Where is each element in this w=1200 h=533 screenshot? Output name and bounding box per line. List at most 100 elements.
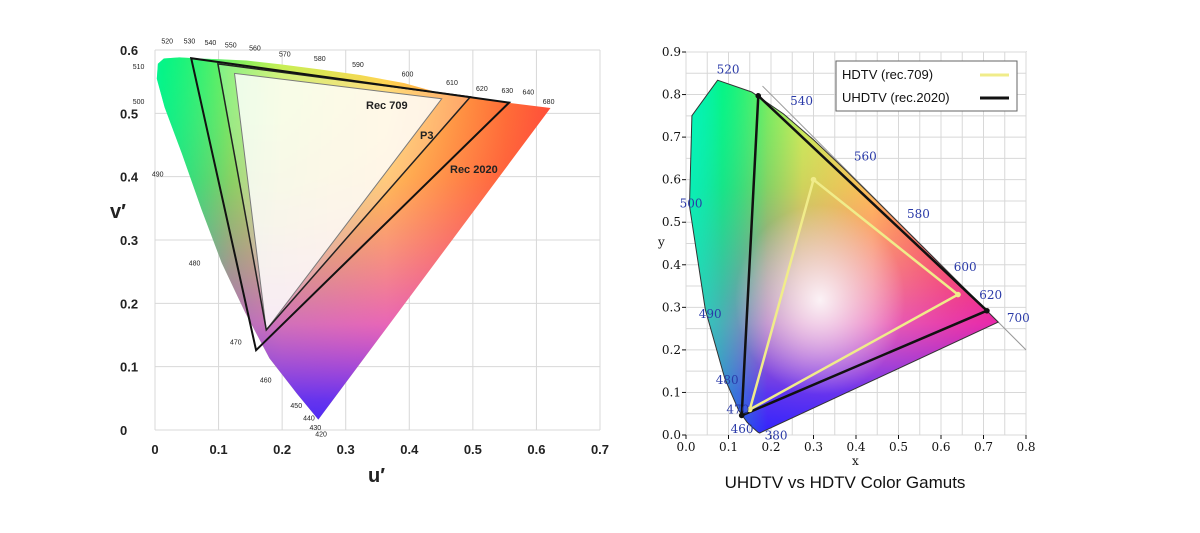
left-y-tick-label-1: 0.1	[120, 360, 138, 375]
right-x-axis-label: x	[852, 454, 859, 468]
right-wavelength-label-490: 490	[699, 307, 722, 321]
right-chart: 0.0 0.1 0.2 0.3 0.4 0.5 0.6 0.7 0.8 0.0 0.1 0.2 0.3 0…	[657, 45, 1036, 492]
left-y-tick-label-0: 0	[120, 423, 127, 438]
right-y-tick-label-2: 0.2	[662, 343, 681, 357]
left-y-tick-label-3: 0.3	[120, 233, 138, 248]
left-wavelength-label-420: 420	[315, 431, 327, 438]
right-rec709-vertex-2	[746, 406, 753, 413]
left-y-tick-label-4: 0.4	[120, 170, 139, 185]
right-y-tick-label-5: 0.5	[662, 215, 681, 229]
left-wavelength-label-480: 480	[189, 260, 201, 267]
legend-box	[835, 60, 1018, 112]
left-wavelength-label-680: 680	[543, 99, 555, 106]
right-y-tick-label-7: 0.7	[662, 130, 681, 144]
right-y-tick-label-6: 0.6	[662, 173, 681, 187]
right-x-tick-label-2: 0.2	[761, 440, 780, 454]
right-chart-title: UHDTV vs HDTV Color Gamuts	[725, 473, 966, 492]
left-wavelength-label-560: 560	[249, 46, 261, 53]
right-rec2020-vertex-2	[738, 412, 745, 419]
right-wavelength-label-520: 520	[717, 62, 740, 76]
right-wavelength-label-480: 480	[716, 373, 739, 387]
left-y-tick-label-6: 0.6	[120, 43, 138, 58]
right-x-tick-label-7: 0.7	[974, 440, 993, 454]
left-x-tick-label-2: 0.2	[273, 442, 291, 457]
right-y-tick-label-0: 0.0	[662, 428, 681, 442]
right-wavelength-label-600: 600	[954, 260, 977, 274]
left-gamut-rec-709	[233, 72, 443, 332]
right-y-tick-label-8: 0.8	[662, 88, 681, 102]
right-x-tick-label-4: 0.4	[846, 440, 865, 454]
right-legend: HDTV (rec.709) UHDTV (rec.2020)	[835, 60, 1018, 112]
left-wavelength-label-460: 460	[260, 378, 272, 385]
right-wavelength-label-470: 470	[726, 403, 749, 417]
left-wavelength-label-470: 470	[230, 340, 242, 347]
left-x-tick-label-0: 0	[151, 442, 158, 457]
left-x-tick-label-5: 0.5	[464, 442, 482, 457]
left-wavelength-label-610: 610	[446, 80, 458, 87]
left-x-tick-label-6: 0.6	[527, 442, 545, 457]
left-wavelength-label-490: 490	[152, 172, 164, 179]
right-y-tick-label-4: 0.4	[662, 258, 681, 272]
right-wavelength-label-460: 460	[731, 422, 754, 436]
left-series-label-rec709: Rec 709	[366, 100, 408, 112]
left-wavelength-label-620: 620	[476, 86, 488, 93]
right-gamut-hdtv-rec709	[747, 177, 961, 413]
left-x-tick-label-7: 0.7	[591, 442, 609, 457]
left-wavelength-label-570: 570	[279, 51, 291, 58]
left-wavelength-label-590: 590	[352, 62, 364, 69]
right-x-tick-label-3: 0.3	[804, 440, 823, 454]
left-series-label-rec2020: Rec 2020	[450, 164, 498, 176]
right-wavelength-label-500: 500	[680, 196, 703, 210]
right-x-tick-label-0: 0.0	[676, 440, 695, 454]
left-y-axis-label: v′	[110, 201, 126, 223]
right-gamut-uhdtv-rec2020	[740, 93, 990, 418]
left-series-label-p3: P3	[420, 130, 433, 142]
left-wavelength-label-430: 430	[309, 425, 321, 432]
right-gamut-triangles	[688, 79, 1000, 434]
right-x-tick-label-5: 0.5	[889, 440, 908, 454]
right-y-tick-label-1: 0.1	[662, 385, 681, 399]
right-rec709-vertex-0	[955, 291, 961, 298]
right-tick-labels: 0.0 0.1 0.2 0.3 0.4 0.5 0.6 0.7 0.8 0.0 0.1 0.2 0.3 0…	[662, 45, 1036, 454]
legend-label-rec709: HDTV (rec.709)	[842, 67, 933, 82]
left-wavelength-label-520: 520	[161, 39, 173, 46]
left-wavelength-label-580: 580	[314, 56, 326, 63]
left-wavelength-label-550: 550	[225, 42, 237, 49]
left-x-tick-label-3: 0.3	[337, 442, 355, 457]
left-wavelength-label-540: 540	[205, 40, 217, 47]
left-wavelength-label-630: 630	[501, 88, 513, 95]
right-rec2020-vertex-0	[984, 307, 990, 314]
left-gamut-rec-2020	[189, 57, 512, 353]
right-x-tick-label-6: 0.6	[931, 440, 950, 454]
left-wavelength-label-440: 440	[303, 416, 315, 423]
right-wavelength-label-560: 560	[854, 150, 877, 164]
right-wavelength-label-700: 700	[1007, 311, 1030, 325]
left-x-tick-label-1: 0.1	[210, 442, 228, 457]
right-wavelength-label-380: 380	[765, 428, 788, 442]
legend-label-rec2020: UHDTV (rec.2020)	[842, 90, 950, 105]
right-rec2020-vertex-1	[755, 93, 762, 99]
left-y-tick-label-2: 0.2	[120, 296, 138, 311]
left-y-tick-label-5: 0.5	[120, 106, 138, 121]
left-gamut-triangles	[189, 57, 512, 353]
left-x-axis-label: u′	[368, 465, 385, 487]
right-y-tick-label-3: 0.3	[662, 300, 681, 314]
right-wavelength-label-540: 540	[790, 94, 813, 108]
left-wavelength-label-450: 450	[290, 403, 302, 410]
left-x-tick-label-4: 0.4	[400, 442, 419, 457]
right-wavelength-label-580: 580	[907, 207, 930, 221]
left-wavelength-label-530: 530	[184, 39, 196, 46]
left-wavelength-label-640: 640	[522, 89, 534, 96]
right-x-tick-label-8: 0.8	[1016, 440, 1035, 454]
right-y-axis-label: y	[657, 235, 665, 249]
left-wavelength-label-500: 500	[133, 99, 145, 106]
right-x-tick-label-1: 0.1	[719, 440, 738, 454]
right-y-tick-label-9: 0.9	[662, 45, 681, 59]
right-rec709-vertex-1	[810, 176, 817, 183]
left-wavelength-label-510: 510	[133, 64, 145, 71]
left-wavelength-label-600: 600	[402, 72, 414, 79]
